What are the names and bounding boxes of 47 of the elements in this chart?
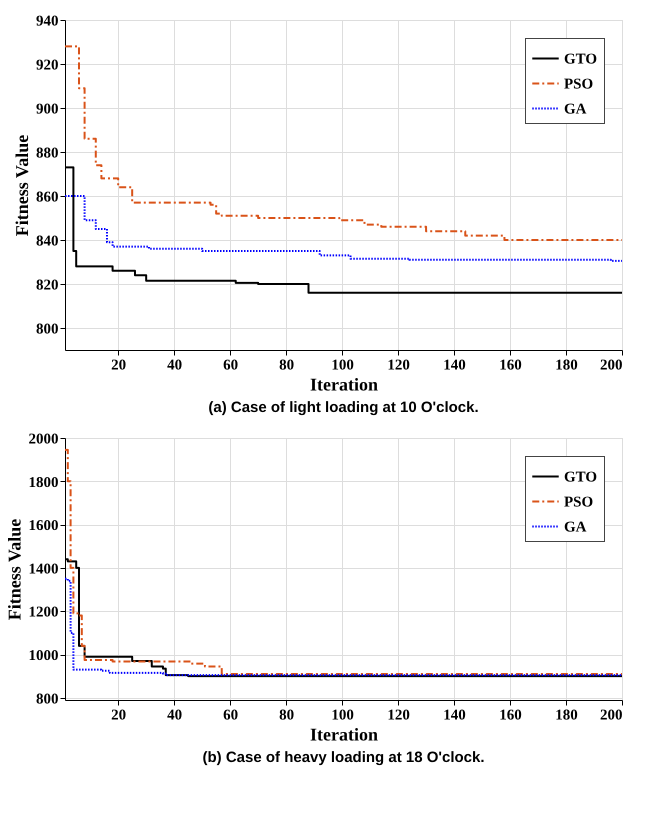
legend-label: GA (564, 520, 587, 536)
legend-label: GA (564, 102, 587, 118)
y-tick-label: 880 (36, 146, 58, 162)
legend-label: PSO (564, 76, 594, 92)
x-tick-label: 20 (111, 708, 126, 724)
x-tick-label: 140 (443, 708, 466, 724)
x-tick-label: 40 (167, 708, 182, 724)
x-axis-title: Iteration (310, 724, 378, 744)
y-tick-label: 2000 (28, 432, 58, 448)
x-tick-label: 120 (387, 708, 410, 724)
y-tick-label: 940 (36, 14, 58, 30)
legend-label: GTO (564, 470, 598, 486)
y-tick-label: 1800 (28, 474, 58, 491)
y-axis-title: Fitness Value (4, 518, 24, 620)
x-tick-label: 160 (499, 358, 522, 374)
y-axis-title: Fitness Value (12, 134, 32, 236)
y-tick-label: 1400 (28, 561, 58, 578)
x-tick-label: 120 (387, 358, 410, 374)
y-tick-label: 1000 (28, 648, 58, 664)
x-tick-label: 180 (555, 358, 578, 374)
x-tick-label: 80 (279, 358, 294, 374)
text: (b) Case of heavy loading at 18 O'clock. (202, 749, 484, 766)
x-tick-label: 100 (331, 708, 354, 724)
x-tick-label: 20 (111, 358, 126, 374)
y-tick-label: 860 (36, 190, 58, 206)
text: (a) Case of light loading at 10 O'clock. (208, 399, 479, 416)
y-tick-label: 1200 (28, 604, 58, 621)
x-tick-label: 60 (223, 358, 238, 374)
x-tick-label: 160 (499, 708, 522, 724)
x-tick-label: 200 (600, 358, 622, 374)
y-tick-label: 900 (36, 102, 58, 118)
x-tick-label: 200 (600, 708, 622, 724)
x-tick-label: 140 (443, 358, 466, 374)
x-tick-label: 100 (331, 358, 354, 374)
x-tick-label: 80 (279, 708, 294, 724)
legend-label: GTO (564, 52, 598, 68)
y-tick-label: 1600 (28, 518, 58, 534)
y-tick-label: 820 (36, 278, 58, 294)
x-tick-label: 40 (167, 358, 182, 374)
legend-label: PSO (564, 494, 594, 510)
y-tick-label: 800 (36, 322, 58, 338)
x-tick-label: 60 (223, 708, 238, 724)
x-axis-title: Iteration (310, 374, 378, 394)
x-tick-label: 180 (555, 708, 578, 724)
y-tick-label: 920 (36, 58, 58, 74)
y-tick-label: 800 (36, 691, 58, 708)
y-tick-label: 840 (36, 234, 58, 250)
